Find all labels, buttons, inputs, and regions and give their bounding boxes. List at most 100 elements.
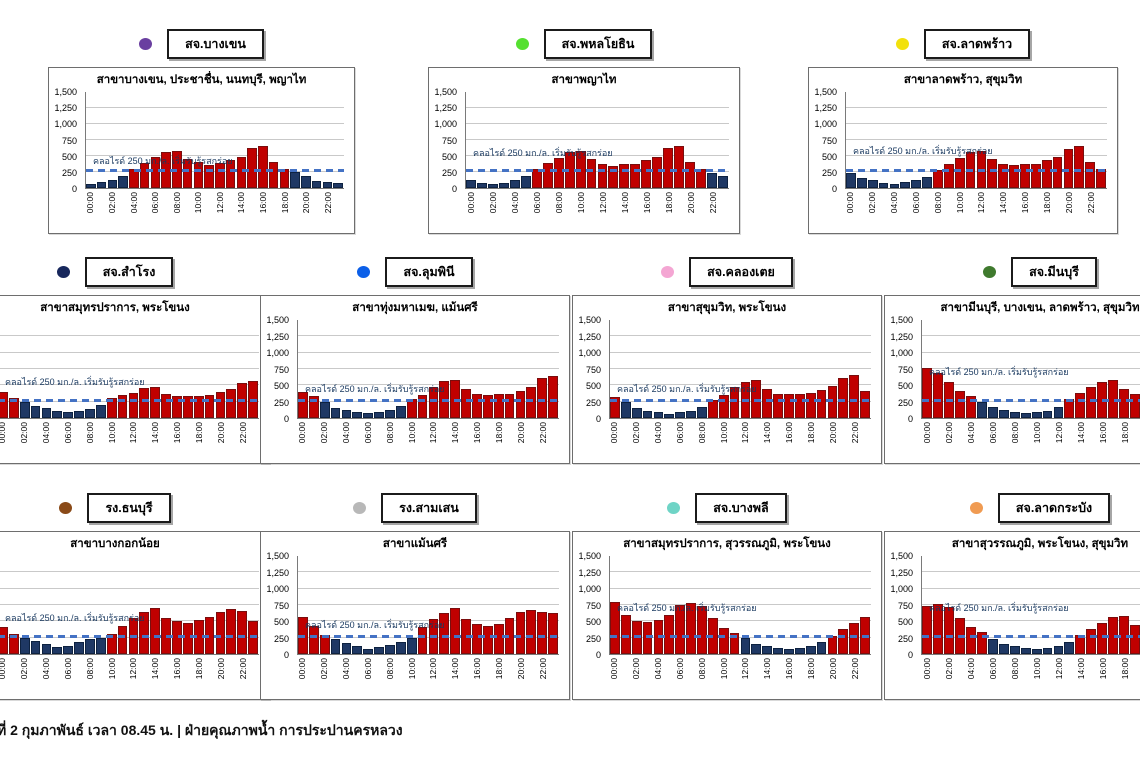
bar-15:00 — [1086, 628, 1097, 654]
x-axis-tick-label: 08:00 — [696, 422, 707, 444]
y-axis-tick-label: 500 — [441, 151, 457, 162]
bar-10:00 — [406, 638, 417, 654]
bar-11:00 — [586, 159, 597, 188]
bar-05:00 — [900, 182, 911, 188]
bar-18:00 — [1119, 615, 1130, 654]
bar-01:00 — [8, 634, 19, 654]
bar-16:00 — [641, 159, 652, 188]
bar-07:00 — [686, 410, 696, 418]
legend-marker-icon — [59, 502, 73, 514]
x-axis-tick-label: 06:00 — [987, 422, 998, 444]
gridline — [298, 384, 559, 386]
bar-17:00 — [652, 157, 663, 188]
x-axis-tick-label: 08:00 — [384, 658, 395, 680]
bar-04:00 — [41, 643, 52, 654]
y-axis-tick-label: 1,500 — [54, 87, 77, 97]
x-axis-tick-label: 02:00 — [319, 658, 330, 680]
bar-20:00 — [301, 175, 311, 188]
station-panel-latphrao: สจ.ลาดพร้าว สาขาลาดพร้าว, สุขุมวิท 0 250 500… — [808, 29, 1118, 234]
bar-20:00 — [215, 391, 226, 418]
legend-marker-icon — [357, 266, 371, 278]
x-axis-tick-label: 14:00 — [762, 658, 773, 680]
bar-07:00 — [998, 410, 1009, 418]
bar-06:00 — [987, 407, 998, 418]
chart-samrong: สาขาสมุทรปราการ, พระโขนง02505007501,0001… — [0, 295, 270, 464]
legend-label: สจ.มีนบุรี — [1011, 257, 1097, 287]
bar-05:00 — [520, 176, 531, 188]
y-axis: 0 250 500 750 1,000 1,250 1,500 — [261, 551, 293, 660]
y-axis-tick-label: 1,000 — [434, 119, 457, 130]
bar-07:00 — [374, 412, 384, 418]
gridline — [922, 384, 1140, 386]
x-axis-tick-label: 04:00 — [965, 658, 976, 680]
x-axis-tick-label: 10:00 — [106, 422, 117, 444]
bar-22:00 — [322, 182, 333, 188]
bar-02:00 — [631, 407, 642, 418]
x-axis-tick-label: 16:00 — [1020, 192, 1031, 214]
y-axis-tick-label: 1,250 — [578, 331, 601, 342]
x-axis-tick-label: 00:00 — [85, 192, 96, 214]
legend-label: สจ.พหลโยธิน — [543, 29, 653, 59]
threshold-label: คลอไรด์ 250 มก./ล. เริ่มรับรู้รสกร่อย — [305, 620, 445, 631]
gridline — [922, 571, 1140, 573]
x-axis-tick-label: 08:00 — [1009, 422, 1020, 444]
bar-19:00 — [1130, 624, 1140, 654]
x-axis-tick-label: 00:00 — [465, 192, 476, 214]
x-axis: 00:00 02:00 04:00 06:00 08:00 10:00 12:00 14:00… — [609, 657, 871, 697]
bar-16:00 — [472, 394, 482, 418]
bar-07:00 — [686, 603, 696, 654]
bar-10:00 — [718, 395, 729, 418]
bar-22:00 — [537, 377, 548, 418]
x-axis-tick-label: 06:00 — [674, 422, 685, 444]
bar-06:00 — [911, 180, 922, 188]
plot-area: คลอไรด์ 250 มก./ล. เริ่มรับรู้รสกร่อย — [297, 556, 559, 655]
x-axis-tick-label: 22:00 — [537, 422, 548, 444]
y-axis-tick-label: 1,250 — [54, 103, 77, 114]
bar-16:00 — [258, 146, 268, 188]
y-axis-tick-label: 1,250 — [266, 331, 289, 342]
station-panel-thonburi: รง.ธนบุรีสาขาบางกอกน้อย02505007501,0001,… — [0, 493, 270, 700]
bar-08:00 — [553, 157, 564, 188]
threshold-label: คลอไรด์ 250 มก./ล. เริ่มรับรู้รสกร่อย — [853, 145, 993, 156]
x-axis: 00:00 02:00 04:00 06:00 08:00 10:00 12:00 14:00… — [845, 191, 1107, 231]
bar-07:00 — [374, 647, 384, 654]
y-axis-tick-label: 750 — [273, 364, 289, 375]
bar-01:00 — [856, 178, 867, 188]
bar-07:00 — [74, 410, 84, 418]
x-axis-tick-label: 04:00 — [341, 422, 352, 444]
x-axis-tick-label: 16:00 — [784, 658, 795, 680]
bar-11:00 — [204, 164, 214, 188]
bar-17:00 — [1030, 164, 1041, 188]
legend-khlongtoei: สจ.คลองเตย — [572, 257, 882, 287]
bar-18:00 — [805, 645, 816, 654]
bar-05:00 — [139, 163, 150, 188]
station-panel-phahonyothin: สจ.พหลโยธิน สาขาพญาไท 0 250 500 750 1,000 1,250… — [428, 29, 740, 234]
bar-10:00 — [718, 628, 729, 654]
x-axis-tick-label: 22:00 — [322, 192, 333, 214]
y-axis-tick-label: 0 — [595, 650, 601, 660]
bar-01:00 — [8, 398, 19, 418]
chart-latphrao: สาขาลาดพร้าว, สุขุมวิท 0 250 500 750 1,000 1,2… — [808, 67, 1118, 234]
y-axis-tick-label: 1,500 — [890, 551, 913, 561]
x-axis-tick-label: 18:00 — [663, 192, 674, 214]
station-panel-samsen: รง.สามเสน สาขาแม้นศรี 0 250 500 750 1,000 1,250… — [260, 493, 570, 700]
bar-15:00 — [461, 389, 471, 418]
bar-20:00 — [1063, 148, 1074, 188]
bar-06:00 — [363, 648, 374, 654]
bar-23:00 — [860, 391, 870, 418]
x-axis-tick-label: 12:00 — [740, 658, 751, 680]
bar-08:00 — [1009, 412, 1020, 418]
x-axis-tick-label: 20:00 — [215, 422, 226, 444]
bar-19:00 — [816, 641, 827, 654]
x-axis-tick-label: 20:00 — [215, 658, 226, 680]
bar-07:00 — [74, 642, 84, 654]
x-axis-tick-label: 06:00 — [910, 192, 921, 214]
bar-02:00 — [487, 183, 498, 188]
station-panel-lumphini: สจ.ลุมพินี สาขาทุ่งมหาเมฆ, แม้นศรี 0 250 500… — [260, 257, 570, 464]
x-axis-tick-label: 00:00 — [921, 658, 932, 680]
bar-15:00 — [1009, 165, 1019, 188]
bar-13:00 — [608, 165, 619, 188]
x-axis-tick-label: 00:00 — [0, 658, 8, 680]
chart-minburi: สาขามีนบุรี, บางเขน, ลาดพร้าว, สุขุมวิท 0… — [884, 295, 1140, 464]
